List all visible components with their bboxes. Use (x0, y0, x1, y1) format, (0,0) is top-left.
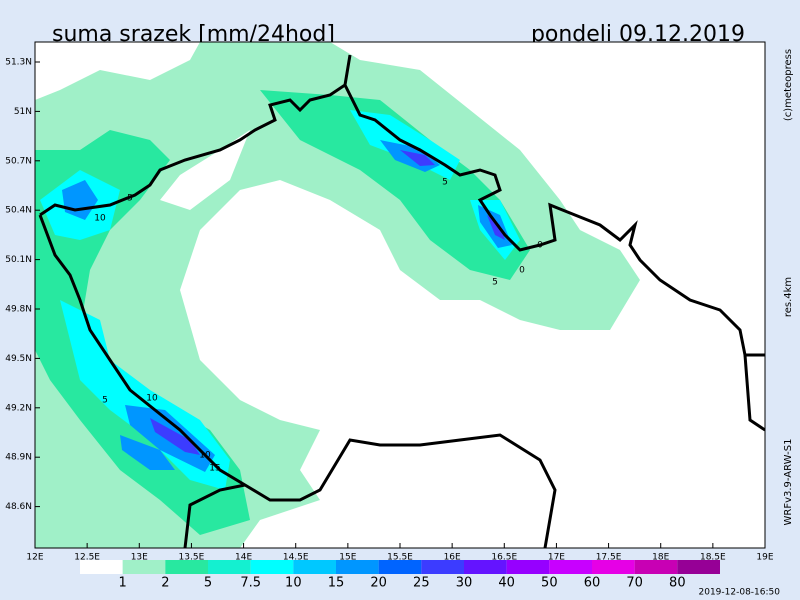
timestamp: 2019-12-08-16:50 (699, 588, 781, 598)
lon-label: 15E (339, 553, 356, 563)
area-cyan (40, 170, 230, 490)
precipitation-field (35, 42, 765, 548)
legend-swatch (336, 560, 379, 574)
legend-swatch (506, 560, 550, 574)
lat-label: 50.7N (5, 156, 32, 166)
legend-level: 10 (285, 576, 302, 591)
resolution: res.4km (783, 277, 794, 317)
legend-swatch (592, 560, 635, 574)
contour-label: 15 (209, 464, 220, 474)
map-area: 5 10 5 10 10 15 5 5 0 0 (34, 41, 766, 549)
lat-label: 49.2N (5, 403, 32, 413)
legend-swatch (80, 560, 123, 574)
lat-label: 48.6N (5, 502, 32, 512)
legend-level: 60 (584, 576, 601, 591)
legend-level: 25 (413, 576, 430, 591)
legend-level: 80 (669, 576, 686, 591)
lat-axis: 51.3N 51N 50.7N 50.4N 50.1N 49.8N 49.5N 49.2N 48… (5, 58, 40, 512)
contour-label: 5 (102, 396, 108, 406)
lat-label: 50.1N (5, 255, 32, 265)
legend-level: 15 (328, 576, 345, 591)
lon-label: 17.5E (596, 553, 622, 563)
lon-label: 18.5E (700, 553, 726, 563)
contour-label: 10 (94, 214, 106, 224)
legend-level: 70 (626, 576, 643, 591)
legend-swatch (208, 560, 251, 574)
lon-label: 12.5E (74, 553, 100, 563)
lon-label: 13.5E (179, 553, 205, 563)
lon-label: 16E (444, 553, 461, 563)
legend-level: 7.5 (240, 576, 261, 591)
border-south (38, 214, 765, 548)
lat-label: 51N (14, 107, 32, 117)
lon-label: 19E (756, 553, 773, 563)
legend-level: 30 (456, 576, 473, 591)
contour-label: 10 (199, 451, 211, 461)
legend-level: 40 (498, 576, 515, 591)
legend-swatch (293, 560, 336, 574)
contour-label: 5 (442, 178, 448, 188)
legend-swatch (421, 560, 464, 574)
contour-labels: 5 10 5 10 10 15 5 5 0 0 (94, 178, 543, 474)
legend-swatch (165, 560, 208, 574)
lat-label: 48.9N (5, 453, 32, 463)
lat-label: 50.4N (5, 206, 32, 216)
lat-label: 51.3N (5, 58, 32, 68)
borders (38, 54, 765, 548)
copyright: (c)meteopress (783, 49, 794, 121)
legend-swatch (250, 560, 294, 574)
lat-label: 49.5N (5, 354, 32, 364)
lon-label: 13E (131, 553, 148, 563)
contour-label: 5 (127, 194, 133, 204)
lon-label: 18E (652, 553, 669, 563)
lon-label: 16.5E (491, 553, 517, 563)
lon-axis: 12E 12.5E 13E 13.5E 14E 14.5E 15E 15.5E 16E 16.5E… (26, 543, 774, 563)
contour-label: 10 (146, 394, 158, 404)
legend-level: 1 (119, 576, 127, 591)
legend-swatch (464, 560, 507, 574)
lon-label: 17E (548, 553, 565, 563)
lon-label: 14.5E (283, 553, 309, 563)
legend-level: 5 (204, 576, 212, 591)
area-medium (260, 90, 530, 280)
contour-label: 0 (519, 266, 525, 276)
legend-level: 20 (370, 576, 387, 591)
legend-swatch (677, 560, 720, 574)
border-north (39, 54, 765, 357)
lon-label: 15.5E (387, 553, 413, 563)
legend-swatch (549, 560, 592, 574)
model-label: WRFv3.9-ARW-S1 (783, 439, 794, 526)
legend: 1 2 5 7.5 10 15 20 25 30 40 50 60 70 80 (80, 560, 720, 591)
legend-swatch (122, 560, 166, 574)
contour-label: 5 (492, 278, 498, 288)
lon-label: 14E (235, 553, 252, 563)
legend-swatch (634, 560, 678, 574)
contour-label: 0 (537, 241, 543, 251)
legend-swatch (378, 560, 422, 574)
area-dry (35, 42, 765, 548)
legend-level: 2 (161, 576, 169, 591)
lon-label: 12E (26, 553, 43, 563)
legend-level: 50 (541, 576, 558, 591)
lat-label: 49.8N (5, 305, 32, 315)
